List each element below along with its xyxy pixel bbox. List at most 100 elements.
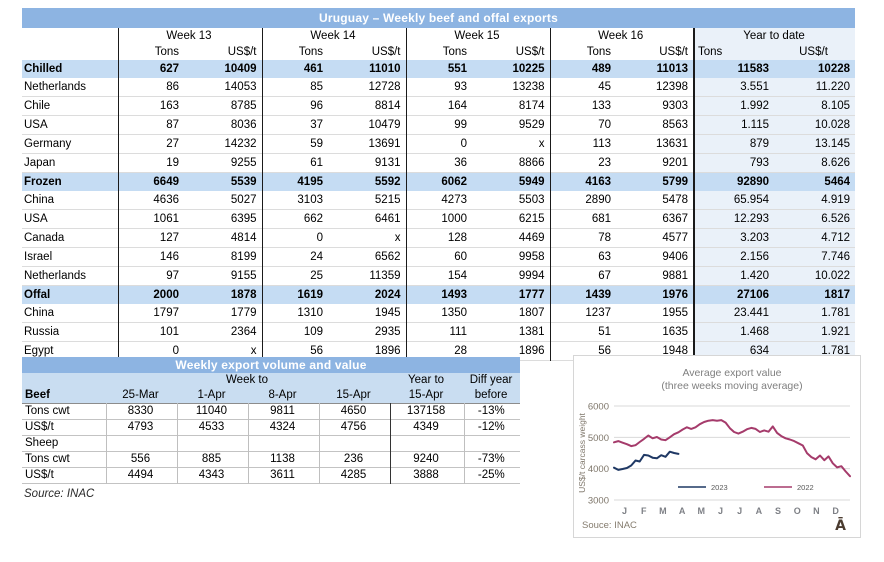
value-cell: 5215 xyxy=(374,194,401,206)
x-tick-label: A xyxy=(756,506,763,516)
ytd-tons-header: Tons xyxy=(693,44,774,60)
value-cell: 9881 xyxy=(662,270,688,282)
value-cell: 8174 xyxy=(518,100,545,112)
value-cell: 10409 xyxy=(184,60,262,78)
value-cell: 1777 xyxy=(472,285,550,304)
value-cell: 4324 xyxy=(247,419,319,436)
value-cell: 1955 xyxy=(662,307,688,319)
value-cell: 2.156 xyxy=(693,247,774,267)
value-cell: 25 xyxy=(261,266,328,286)
tons-header: Tons xyxy=(405,44,472,60)
value-cell: 8.626 xyxy=(774,153,856,173)
value-cell: 10228 xyxy=(774,60,856,78)
value-cell: 28 xyxy=(405,341,472,361)
value-cell: 56 xyxy=(261,341,328,361)
value-cell: 65.954 xyxy=(693,191,774,210)
y-tick-label: 4000 xyxy=(588,464,609,475)
value-cell: 2000 xyxy=(117,285,184,304)
country-row: Japan 19 9255 61 9131 36 8866 23 9201 793 8.626 xyxy=(22,153,856,173)
row-label: Japan xyxy=(24,157,56,169)
value-cell: 1619 xyxy=(261,285,328,304)
value-cell: 11359 xyxy=(369,270,401,282)
value-cell: 99 xyxy=(405,115,472,135)
value-cell: 1310 xyxy=(261,304,328,323)
value-cell: 4469 xyxy=(518,232,545,244)
value-cell: 9255 xyxy=(230,157,257,169)
value-cell xyxy=(464,436,520,452)
value-cell: 1439 xyxy=(549,285,616,304)
value-cell: 27 xyxy=(117,134,184,154)
value-cell: 5799 xyxy=(616,172,694,191)
date-header: 1-Apr xyxy=(177,388,248,404)
value-cell: 59 xyxy=(261,134,328,154)
value-cell: 10479 xyxy=(368,119,401,131)
value-cell: 4577 xyxy=(662,232,688,244)
year-to-header: Year to xyxy=(390,373,465,388)
value-cell: 14232 xyxy=(224,138,257,150)
beef-section-label: Beef xyxy=(22,388,106,404)
value-cell: 8814 xyxy=(374,100,401,112)
value-cell: 1061 xyxy=(117,209,184,229)
value-cell xyxy=(247,435,319,452)
x-tick-label: J xyxy=(737,506,742,516)
value-cell: -25% xyxy=(477,469,505,481)
value-cell: 11040 xyxy=(176,403,248,420)
value-cell: 11583 xyxy=(693,60,774,78)
series-2023 xyxy=(613,450,680,471)
legend-label-2023: 2023 xyxy=(711,483,728,492)
value-cell: 1807 xyxy=(518,307,545,319)
tons-header: Tons xyxy=(117,44,184,60)
weekly-exports-table: Week 13 Week 14 Week 15 Week 16 Year to … xyxy=(22,28,856,361)
value-cell: 9240 xyxy=(389,451,465,468)
value-cell: 5539 xyxy=(184,172,262,191)
value-cell: 6461 xyxy=(374,213,401,225)
value-cell: 1.115 xyxy=(693,115,774,135)
row-label: China xyxy=(24,307,55,319)
category-row: Offal 2000 1878 1619 2024 1493 1777 1439 1976 271… xyxy=(22,285,856,304)
table-row: US$/t 4793 4533 4324 4756 4349 -12% xyxy=(22,419,521,436)
value-cell: 11013 xyxy=(616,60,694,78)
x-tick-label: M xyxy=(659,506,667,516)
value-cell: 127 xyxy=(117,228,184,248)
value-cell: 2935 xyxy=(374,326,401,338)
value-cell: 3888 xyxy=(389,467,465,484)
country-row: China 1797 1779 1310 1945 1350 1807 1237 1955 23.… xyxy=(22,304,856,323)
row-label: Germany xyxy=(24,138,72,150)
value-cell: 1817 xyxy=(774,285,856,304)
source-note: Source: INAC xyxy=(24,488,95,500)
value-cell: 93 xyxy=(405,78,472,97)
tons-header: Tons xyxy=(261,44,328,60)
value-cell: 45 xyxy=(549,78,616,97)
country-row: China 4636 5027 3103 5215 4273 5503 2890 5478 65.… xyxy=(22,191,856,210)
value-cell: 6062 xyxy=(405,172,472,191)
value-cell: 5592 xyxy=(328,172,406,191)
x-tick-label: M xyxy=(698,506,706,516)
value-cell: 627 xyxy=(117,60,184,78)
row-label: USA xyxy=(24,213,48,225)
week-16-header: Week 16 xyxy=(549,28,694,44)
value-cell: 128 xyxy=(405,228,472,248)
value-cell: 11010 xyxy=(328,60,406,78)
value-cell: 8563 xyxy=(662,119,688,131)
x-tick-label: J xyxy=(718,506,723,516)
category-row: Frozen 6649 5539 4195 5592 6062 5949 4163 5799 92… xyxy=(22,172,856,191)
value-cell: 85 xyxy=(261,78,328,97)
value-cell: 10.022 xyxy=(774,266,856,286)
value-cell: 2890 xyxy=(549,191,616,210)
table-row: Tons cwt 8330 11040 9811 4650 137158 -13% xyxy=(22,403,521,420)
value-cell: 1896 xyxy=(374,345,401,357)
value-cell: 137158 xyxy=(389,403,465,420)
value-cell: 9303 xyxy=(662,100,688,112)
value-cell: 4793 xyxy=(105,419,177,436)
country-row: Germany 27 14232 59 13691 0 x 113 13631 879 13.145 xyxy=(22,134,856,154)
value-cell: 3611 xyxy=(247,467,319,484)
value-cell: 111 xyxy=(405,322,472,342)
value-cell: 662 xyxy=(261,209,328,229)
value-cell: 1878 xyxy=(184,285,262,304)
value-cell: 8.105 xyxy=(774,96,856,116)
value-cell: 27106 xyxy=(693,285,774,304)
value-cell: 113 xyxy=(549,134,616,154)
value-cell: 4533 xyxy=(176,419,248,436)
value-cell: x xyxy=(538,138,545,150)
value-cell: 5478 xyxy=(662,194,688,206)
